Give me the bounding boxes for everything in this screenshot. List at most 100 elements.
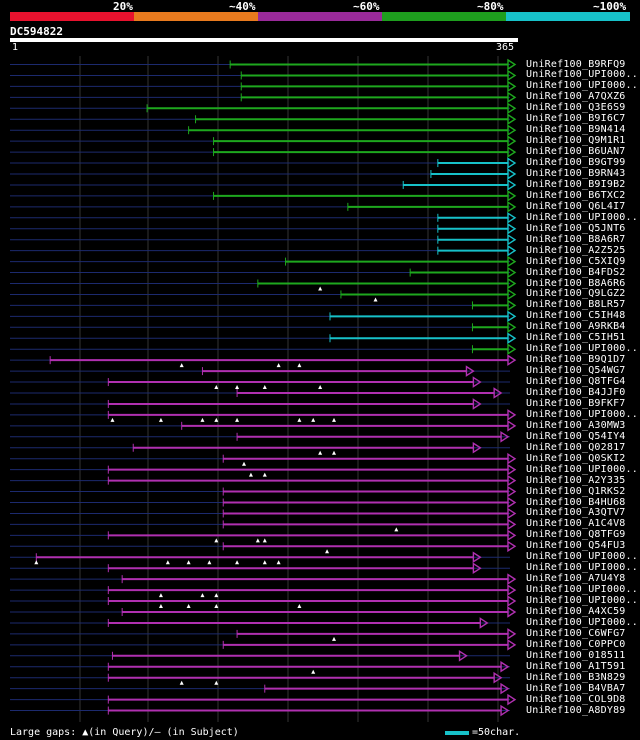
hit-end-arrow — [500, 431, 510, 443]
hit-end-arrow — [507, 277, 517, 290]
hit-label[interactable]: UniRef100_A2Z525 — [526, 244, 626, 256]
hit-label[interactable]: UniRef100_B9Q1D7 — [526, 354, 626, 366]
hit-label[interactable]: UniRef100_B8A6R6 — [526, 277, 626, 289]
hit-label[interactable]: UniRef100_Q8TFG4 — [526, 376, 626, 388]
legend-label-40: ~40% — [229, 0, 256, 13]
hit-label[interactable]: UniRef100_A2Y335 — [526, 474, 626, 486]
hit-label[interactable]: UniRef100_B9I6C7 — [526, 113, 626, 125]
hit-end-arrow — [472, 376, 482, 388]
query-gap-marker — [311, 669, 316, 674]
hit-label[interactable]: UniRef100_A30MW3 — [526, 419, 626, 431]
hit-label[interactable]: UniRef100_UPI000.. — [526, 616, 638, 628]
hit-end-arrow — [507, 233, 517, 246]
hit-label[interactable]: UniRef100_B9N414 — [526, 124, 626, 136]
hit-label[interactable]: UniRef100_A8DY89 — [526, 704, 626, 716]
hit-label[interactable]: UniRef100_UPI000.. — [526, 69, 638, 81]
hit-label[interactable]: UniRef100_Q9LGZ2 — [526, 288, 626, 300]
hit-label[interactable]: UniRef100_B3N829 — [526, 671, 626, 683]
hit-label[interactable]: UniRef100_UPI000.. — [526, 343, 638, 355]
hit-end-arrow — [465, 365, 475, 377]
hit-end-arrow — [507, 310, 517, 323]
query-gap-marker — [200, 417, 205, 422]
hit-label[interactable]: UniRef100_B9RFQ9 — [526, 58, 626, 70]
hit-end-arrow — [507, 113, 517, 126]
hit-label[interactable]: UniRef100_B8A6R7 — [526, 233, 626, 245]
query-gap-marker — [325, 549, 330, 554]
query-gap-marker — [276, 363, 281, 368]
hit-label[interactable]: UniRef100_Q6L4I7 — [526, 200, 626, 212]
hit-label[interactable]: UniRef100_UPI000.. — [526, 408, 638, 420]
hit-label[interactable]: UniRef100_A1T591 — [526, 660, 626, 672]
hit-label[interactable]: UniRef100_A7U4Y8 — [526, 573, 626, 585]
hit-label[interactable]: UniRef100_A3QTV7 — [526, 507, 626, 519]
hit-label[interactable]: UniRef100_UPI000.. — [526, 584, 638, 596]
hit-label[interactable]: UniRef100_B6UAN7 — [526, 146, 626, 158]
hit-label[interactable]: UniRef100_Q0SKI2 — [526, 452, 626, 464]
hit-end-arrow — [472, 562, 482, 574]
query-gap-marker — [186, 560, 191, 565]
hit-end-arrow — [472, 551, 482, 564]
query-gap-marker — [311, 417, 316, 422]
hit-label[interactable]: UniRef100_UPI000.. — [526, 463, 638, 475]
hit-label[interactable]: UniRef100_C5IH48 — [526, 310, 626, 322]
hit-label[interactable]: UniRef100_B4JJF0 — [526, 387, 626, 398]
hit-label[interactable]: UniRef100_A1C4V8 — [526, 518, 626, 530]
hit-label[interactable]: UniRef100_Q8TFG9 — [526, 529, 626, 541]
hit-label[interactable]: UniRef100_A9RKB4 — [526, 321, 626, 333]
hit-end-arrow — [458, 650, 468, 662]
hit-end-arrow — [472, 398, 482, 410]
hit-end-arrow — [507, 69, 517, 82]
query-gap-marker — [262, 472, 267, 477]
hit-label[interactable]: UniRef100_C6WFG7 — [526, 627, 626, 639]
legend-swatch-80 — [382, 12, 506, 21]
hit-end-arrow — [500, 682, 510, 695]
hit-label[interactable]: UniRef100_B9RN43 — [526, 168, 626, 179]
hit-label[interactable]: UniRef100_Q54IY4 — [526, 430, 626, 442]
hit-end-arrow — [507, 595, 517, 607]
hit-label[interactable]: UniRef100_Q1RKS2 — [526, 485, 626, 497]
hit-label[interactable]: UniRef100_Q5JNT6 — [526, 222, 626, 234]
query-bar — [10, 38, 518, 42]
hit-label[interactable]: UniRef100_Q3E6S9 — [526, 102, 626, 114]
scale-swatch — [445, 731, 469, 735]
hit-label[interactable]: UniRef100_C0PPC0 — [526, 638, 626, 650]
hit-end-arrow — [507, 343, 517, 355]
legend-label-20: 20% — [113, 0, 133, 13]
hit-label[interactable]: UniRef100_Q54FU3 — [526, 540, 626, 552]
hit-end-arrow — [507, 606, 517, 618]
hit-label[interactable]: UniRef100_B4HU68 — [526, 496, 626, 508]
hit-end-arrow — [507, 332, 517, 345]
hit-end-arrow — [507, 168, 517, 180]
hit-label[interactable]: UniRef100_B8LR57 — [526, 299, 626, 311]
hit-label[interactable]: UniRef100_A4XC59 — [526, 606, 626, 617]
hit-label[interactable]: UniRef100_018511 — [526, 649, 626, 661]
hit-label[interactable]: UniRef100_A7QXZ6 — [526, 91, 626, 103]
query-gap-marker — [235, 417, 240, 422]
hit-label[interactable]: UniRef100_COL9D8 — [526, 693, 626, 705]
hit-label[interactable]: UniRef100_B4FDS2 — [526, 266, 626, 278]
hit-end-arrow — [507, 420, 517, 432]
hit-label[interactable]: UniRef100_UPI000.. — [526, 80, 638, 92]
hit-label[interactable]: UniRef100_Q9M1R1 — [526, 135, 626, 147]
hit-label[interactable]: UniRef100_C5IH51 — [526, 332, 626, 344]
hit-end-arrow — [507, 518, 517, 531]
hit-label[interactable]: UniRef100_B9I9B2 — [526, 178, 626, 190]
query-gap-marker — [34, 560, 39, 565]
hit-label[interactable]: UniRef100_C5XIQ9 — [526, 255, 626, 267]
hit-end-arrow — [507, 222, 517, 235]
hit-label[interactable]: UniRef100_Q02817 — [526, 441, 626, 453]
hit-label[interactable]: UniRef100_B9GT99 — [526, 157, 626, 169]
query-gap-marker — [318, 286, 323, 291]
hit-label[interactable]: UniRef100_Q54WG7 — [526, 365, 626, 377]
hit-end-arrow — [507, 463, 517, 476]
identity-legend-bar — [10, 12, 630, 21]
hit-label[interactable]: UniRef100_UPI000.. — [526, 211, 638, 223]
hit-label[interactable]: UniRef100_B6TXC2 — [526, 189, 626, 201]
hit-label[interactable]: UniRef100_B4VBA7 — [526, 682, 626, 694]
hit-label[interactable]: UniRef100_B9FKF7 — [526, 397, 626, 409]
hit-label[interactable]: UniRef100_UPI000.. — [526, 551, 638, 563]
query-gap-marker — [235, 560, 240, 565]
hit-end-arrow — [507, 179, 517, 191]
hit-label[interactable]: UniRef100_UPI000.. — [526, 595, 638, 607]
hit-label[interactable]: UniRef100_UPI000.. — [526, 562, 638, 574]
